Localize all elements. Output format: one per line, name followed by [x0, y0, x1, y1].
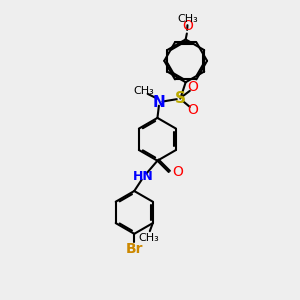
- Text: O: O: [172, 165, 183, 179]
- Text: N: N: [152, 94, 165, 110]
- Text: CH₃: CH₃: [138, 232, 159, 243]
- Text: S: S: [175, 91, 186, 106]
- Text: O: O: [188, 80, 198, 94]
- Text: Br: Br: [125, 242, 143, 256]
- Text: HN: HN: [133, 170, 154, 183]
- Text: O: O: [183, 19, 194, 33]
- Text: O: O: [188, 103, 198, 118]
- Text: CH₃: CH₃: [134, 86, 154, 96]
- Text: CH₃: CH₃: [178, 14, 198, 24]
